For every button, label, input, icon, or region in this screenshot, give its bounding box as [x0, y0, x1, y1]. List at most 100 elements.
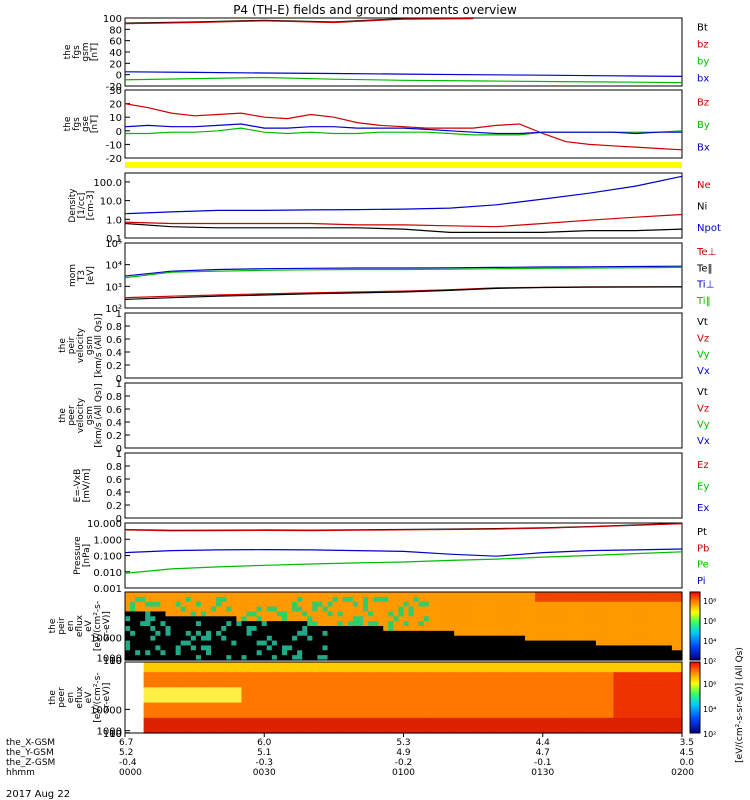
- heatmap-cell: [452, 662, 457, 668]
- heatmap-cell: [261, 698, 266, 704]
- heatmap-cell: [505, 650, 511, 655]
- heatmap-cell: [140, 602, 146, 607]
- x-tick-label: -0.3: [255, 758, 273, 768]
- heatmap-cell: [574, 677, 579, 683]
- heatmap-cell: [427, 713, 432, 719]
- heatmap-cell: [221, 641, 227, 646]
- x-tick-label: -0.1: [534, 758, 552, 768]
- heatmap-cell: [613, 667, 618, 673]
- y-tick-label: 0.4: [106, 488, 122, 499]
- heatmap-cell: [281, 672, 286, 678]
- heatmap-cell: [211, 631, 217, 636]
- heatmap-cell: [424, 602, 430, 607]
- heatmap-cell: [652, 631, 658, 636]
- heatmap-cell: [330, 672, 335, 678]
- heatmap-cell: [550, 641, 556, 646]
- heatmap-cell: [648, 662, 653, 668]
- heatmap-cell: [148, 687, 153, 693]
- heatmap-cell: [236, 645, 242, 650]
- heatmap-cell: [158, 672, 163, 678]
- heatmap-cell: [672, 597, 678, 602]
- heatmap-cell: [287, 592, 293, 597]
- heatmap-cell: [594, 677, 599, 683]
- heatmap-cell: [186, 626, 192, 631]
- heatmap-cell: [511, 703, 516, 709]
- heatmap-cell: [510, 631, 516, 636]
- heatmap-cell: [322, 636, 328, 641]
- heatmap-cell: [485, 611, 491, 616]
- heatmap-cell: [388, 631, 394, 636]
- legend-entry: Vz: [697, 403, 709, 414]
- heatmap-cell: [434, 616, 440, 621]
- heatmap-cell: [658, 687, 663, 693]
- heatmap-cell: [207, 667, 212, 673]
- heatmap-cell: [571, 621, 577, 626]
- heatmap-cell: [297, 626, 303, 631]
- heatmap-cell: [444, 602, 450, 607]
- heatmap-cell: [267, 636, 273, 641]
- heatmap-cell: [469, 631, 475, 636]
- heatmap-cell: [320, 662, 325, 668]
- heatmap-cell: [586, 611, 592, 616]
- heatmap-cell: [530, 611, 536, 616]
- heatmap-cell: [310, 687, 315, 693]
- heatmap-cell: [343, 611, 349, 616]
- heatmap-cell: [267, 597, 273, 602]
- heatmap-cell: [638, 677, 643, 683]
- heatmap-cell: [485, 631, 491, 636]
- heatmap-cell: [540, 621, 546, 626]
- heatmap-cell: [647, 597, 653, 602]
- heatmap-cell: [359, 662, 364, 668]
- heatmap-cell: [581, 626, 587, 631]
- heatmap-cell: [202, 687, 207, 693]
- heatmap-cell: [368, 650, 374, 655]
- y-tick-label: 0.6: [106, 405, 122, 416]
- heatmap-cell: [322, 621, 328, 626]
- heatmap-cell: [247, 636, 253, 641]
- heatmap-cell: [221, 607, 227, 612]
- heatmap-cell: [658, 667, 663, 673]
- heatmap-cell: [626, 626, 632, 631]
- heatmap-cell: [349, 708, 354, 714]
- heatmap-cell: [305, 682, 310, 688]
- heatmap-cell: [320, 718, 325, 724]
- heatmap-cell: [247, 621, 253, 626]
- heatmap-cell: [599, 672, 604, 678]
- heatmap-cell: [295, 682, 300, 688]
- heatmap-cell: [515, 636, 521, 641]
- heatmap-cell: [545, 607, 551, 612]
- heatmap-cell: [282, 641, 288, 646]
- heatmap-cell: [241, 650, 247, 655]
- heatmap-cell: [317, 645, 323, 650]
- heatmap-cell: [378, 636, 384, 641]
- heatmap-cell: [616, 607, 622, 612]
- heatmap-cell: [290, 718, 295, 724]
- heatmap-cell: [241, 698, 246, 704]
- heatmap-cell: [373, 641, 379, 646]
- heatmap-cell: [271, 708, 276, 714]
- heatmap-cell: [241, 602, 247, 607]
- heatmap-cell: [216, 602, 222, 607]
- heatmap-cell: [379, 677, 384, 683]
- heatmap-cell: [439, 607, 445, 612]
- heatmap-cell: [388, 687, 393, 693]
- heatmap-cell: [330, 692, 335, 698]
- heatmap-cell: [550, 718, 555, 724]
- heatmap-cell: [447, 698, 452, 704]
- heatmap-cell: [348, 645, 354, 650]
- heatmap-cell: [525, 616, 531, 621]
- heatmap-cell: [434, 597, 440, 602]
- heatmap-cell: [418, 723, 423, 729]
- heatmap-cell: [591, 621, 597, 626]
- heatmap-cell: [216, 645, 222, 650]
- heatmap-cell: [150, 616, 156, 621]
- heatmap-cell: [166, 641, 172, 646]
- heatmap-cell: [408, 703, 413, 709]
- heatmap-cell: [545, 677, 550, 683]
- heatmap-cell: [290, 692, 295, 698]
- heatmap-cell: [277, 621, 283, 626]
- heatmap-cell: [457, 713, 462, 719]
- heatmap-cell: [408, 662, 413, 668]
- heatmap-cell: [457, 662, 462, 668]
- heatmap-cell: [476, 703, 481, 709]
